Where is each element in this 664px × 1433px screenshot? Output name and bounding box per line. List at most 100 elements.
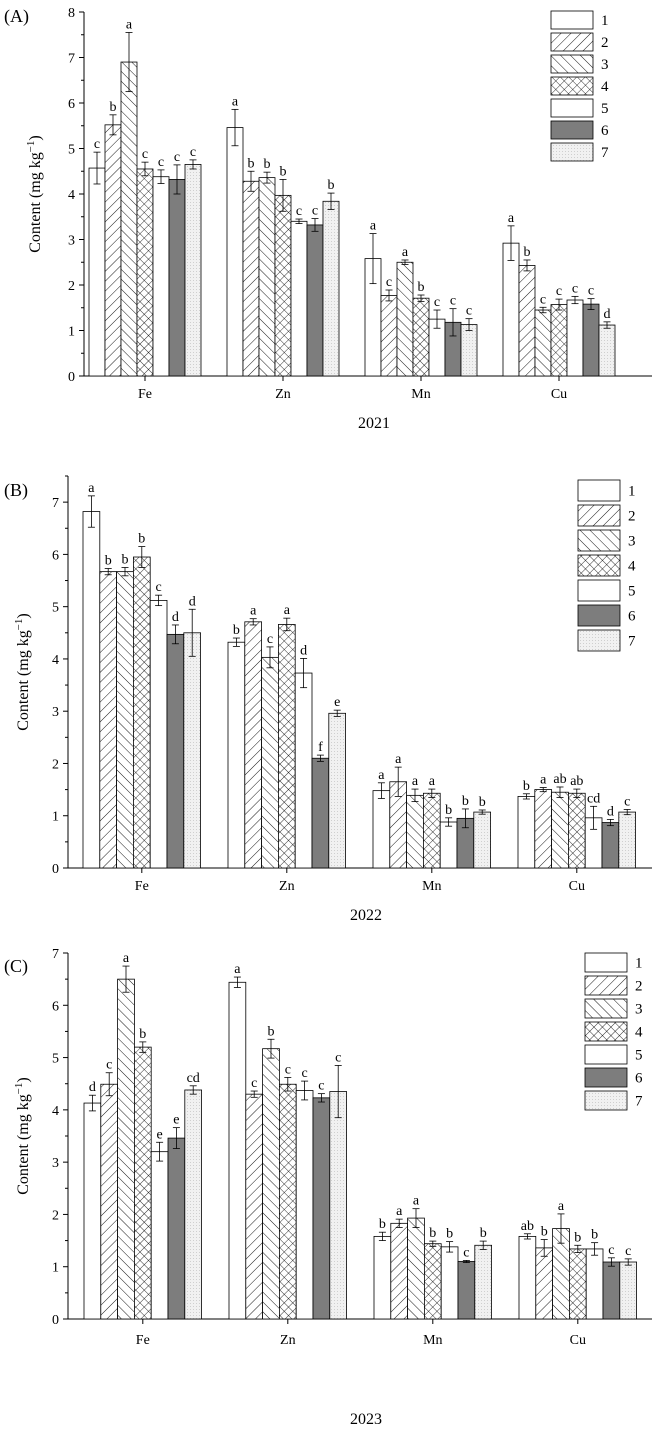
bar bbox=[439, 821, 458, 869]
y-axis-label-main: Content (mg kg bbox=[15, 1094, 32, 1194]
significance-letter: a bbox=[540, 773, 547, 788]
y-tick-label: 4 bbox=[52, 653, 59, 668]
bar bbox=[120, 61, 138, 377]
significance-letter: b bbox=[541, 1225, 548, 1240]
bar bbox=[245, 1093, 264, 1320]
legend-label: 3 bbox=[628, 534, 636, 550]
legend-swatch bbox=[550, 142, 594, 162]
legend-label: 5 bbox=[635, 1048, 643, 1064]
significance-letter: a bbox=[232, 94, 239, 109]
y-tick-label: 4 bbox=[52, 1104, 59, 1119]
bar bbox=[311, 757, 330, 869]
significance-letter: c bbox=[625, 1244, 631, 1259]
bar bbox=[473, 811, 491, 869]
y-tick-label: 6 bbox=[68, 97, 75, 112]
bar bbox=[184, 1089, 203, 1320]
bar bbox=[517, 795, 536, 869]
bar bbox=[407, 1217, 425, 1320]
panel-label: (B) bbox=[4, 480, 28, 501]
bar bbox=[534, 309, 552, 377]
significance-letter: c bbox=[106, 1058, 112, 1073]
legend-swatch bbox=[550, 10, 594, 30]
bar bbox=[619, 1261, 637, 1320]
x-tick-label: Cu bbox=[569, 879, 585, 894]
significance-letter: b bbox=[264, 157, 271, 172]
significance-letter: a bbox=[284, 603, 291, 618]
bar bbox=[406, 794, 424, 869]
significance-letter: c bbox=[251, 1076, 257, 1091]
significance-letter: c bbox=[296, 204, 302, 219]
significance-letter: ab bbox=[570, 774, 583, 789]
y-axis-label: Content (mg kg−1) bbox=[13, 613, 32, 730]
significance-letter: c bbox=[386, 275, 392, 290]
significance-letter: a bbox=[508, 211, 515, 226]
significance-letter: b bbox=[480, 1226, 487, 1241]
y-tick-label: 2 bbox=[52, 757, 59, 772]
significance-letter: a bbox=[412, 774, 419, 789]
significance-letter: c bbox=[142, 147, 148, 162]
significance-letter: b bbox=[268, 1024, 275, 1039]
x-tick-label: Zn bbox=[275, 387, 291, 402]
bar bbox=[262, 1048, 280, 1320]
legend-label: 6 bbox=[601, 123, 609, 139]
bar bbox=[82, 511, 101, 869]
bar bbox=[373, 1235, 392, 1320]
y-tick-label: 2 bbox=[68, 279, 75, 294]
significance-letter: a bbox=[395, 752, 402, 767]
significance-letter: b bbox=[574, 1230, 581, 1245]
y-axis-label-sup: −1 bbox=[25, 141, 37, 153]
significance-letter: d bbox=[300, 643, 307, 658]
significance-letter: a bbox=[413, 1194, 420, 1209]
significance-letter: b bbox=[445, 803, 452, 818]
significance-letter: b bbox=[105, 554, 112, 569]
significance-letter: c bbox=[174, 150, 180, 165]
bar bbox=[380, 295, 398, 377]
legend-label: 7 bbox=[628, 634, 636, 650]
significance-letter: a bbox=[558, 1199, 565, 1214]
legend-label: 2 bbox=[628, 509, 636, 525]
x-axis-label: 2022 bbox=[350, 907, 382, 924]
legend-swatch bbox=[550, 32, 594, 52]
bar bbox=[602, 1261, 621, 1320]
significance-letter: c bbox=[301, 1066, 307, 1081]
bar bbox=[228, 981, 247, 1320]
significance-letter: b bbox=[591, 1228, 598, 1243]
bar bbox=[551, 791, 569, 869]
legend-swatch bbox=[584, 1067, 628, 1088]
legend-label: 5 bbox=[601, 101, 609, 117]
significance-letter: ab bbox=[521, 1219, 534, 1234]
bar bbox=[618, 811, 636, 869]
y-tick-label: 2 bbox=[52, 1208, 59, 1223]
y-tick-label: 5 bbox=[52, 1052, 59, 1067]
bar bbox=[535, 1247, 553, 1320]
bar bbox=[100, 1083, 119, 1320]
bar bbox=[167, 1137, 186, 1320]
bar bbox=[290, 220, 308, 377]
significance-letter: c bbox=[556, 284, 562, 299]
y-tick-label: 1 bbox=[52, 1261, 59, 1276]
significance-letter: c bbox=[588, 284, 594, 299]
significance-letter: c bbox=[608, 1243, 614, 1258]
y-tick-label: 3 bbox=[52, 1156, 59, 1171]
legend-label: 4 bbox=[635, 1025, 643, 1041]
significance-letter: b bbox=[248, 156, 255, 171]
bar bbox=[104, 124, 122, 377]
significance-letter: a bbox=[250, 604, 257, 619]
significance-letter: a bbox=[234, 962, 241, 977]
y-tick-label: 3 bbox=[68, 234, 75, 249]
significance-letter: e bbox=[156, 1127, 162, 1142]
y-tick-label: 7 bbox=[52, 947, 59, 962]
y-axis-label-end: ) bbox=[15, 613, 32, 618]
legend-swatch bbox=[550, 54, 594, 74]
significance-letter: a bbox=[378, 768, 385, 783]
y-tick-label: 6 bbox=[52, 548, 59, 563]
legend-swatch bbox=[577, 604, 621, 627]
significance-letter: a bbox=[429, 774, 436, 789]
y-tick-label: 0 bbox=[52, 862, 59, 877]
significance-letter: b bbox=[280, 164, 287, 179]
bar bbox=[294, 672, 313, 869]
significance-letter: c bbox=[155, 580, 161, 595]
bar bbox=[569, 1248, 587, 1320]
